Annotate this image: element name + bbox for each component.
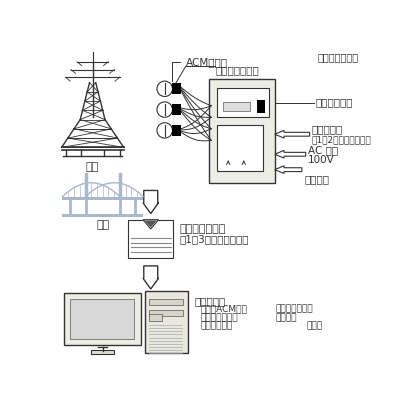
Text: （1～2ヶ月毎に交換）: （1～2ヶ月毎に交換） xyxy=(312,135,372,144)
Text: 太陽電池: 太陽電池 xyxy=(304,174,329,184)
Circle shape xyxy=(157,123,172,138)
Text: 温・湿度センサ: 温・湿度センサ xyxy=(215,65,259,75)
FancyBboxPatch shape xyxy=(66,370,139,373)
Polygon shape xyxy=(143,220,158,229)
Polygon shape xyxy=(275,130,310,138)
FancyBboxPatch shape xyxy=(149,310,182,316)
FancyBboxPatch shape xyxy=(217,125,263,171)
FancyBboxPatch shape xyxy=(223,102,250,111)
Text: バッテリー: バッテリー xyxy=(312,125,343,135)
Polygon shape xyxy=(275,150,306,158)
Text: 鉄塔: 鉄塔 xyxy=(86,162,99,172)
FancyBboxPatch shape xyxy=(70,299,134,339)
FancyBboxPatch shape xyxy=(62,197,143,200)
FancyBboxPatch shape xyxy=(62,214,143,217)
Text: その他: その他 xyxy=(306,321,323,330)
Text: 100V: 100V xyxy=(308,155,335,165)
FancyBboxPatch shape xyxy=(149,299,182,305)
FancyBboxPatch shape xyxy=(145,291,188,353)
Text: AC 電源: AC 電源 xyxy=(308,146,338,156)
Text: 〈使用電源例〉: 〈使用電源例〉 xyxy=(317,52,358,62)
Text: 濡れ時間: 濡れ時間 xyxy=(276,313,297,322)
FancyBboxPatch shape xyxy=(217,88,269,117)
Circle shape xyxy=(157,81,172,96)
Circle shape xyxy=(157,102,172,117)
Text: ACMセンサ: ACMセンサ xyxy=(172,57,228,82)
FancyBboxPatch shape xyxy=(68,362,138,368)
FancyBboxPatch shape xyxy=(172,104,181,115)
Polygon shape xyxy=(144,220,157,228)
FancyBboxPatch shape xyxy=(172,84,181,94)
Polygon shape xyxy=(143,266,158,289)
FancyBboxPatch shape xyxy=(172,125,181,136)
FancyBboxPatch shape xyxy=(149,314,162,320)
Text: 時間－温度出力: 時間－温度出力 xyxy=(276,304,313,314)
FancyBboxPatch shape xyxy=(128,220,173,258)
Text: 日平均電気量: 日平均電気量 xyxy=(200,321,233,330)
Polygon shape xyxy=(143,190,158,214)
Text: データロガー: データロガー xyxy=(315,98,352,108)
Text: 時間－湿度出力: 時間－湿度出力 xyxy=(200,313,238,322)
FancyBboxPatch shape xyxy=(64,293,142,345)
Text: 解析データ: 解析データ xyxy=(194,296,226,306)
FancyBboxPatch shape xyxy=(91,350,114,354)
FancyBboxPatch shape xyxy=(209,79,275,183)
Text: 橋梁: 橋梁 xyxy=(96,220,109,230)
Polygon shape xyxy=(275,166,302,174)
Text: メモリーカード: メモリーカード xyxy=(180,224,226,234)
Text: （1～3ヶ月毎に回収）: （1～3ヶ月毎に回収） xyxy=(180,234,249,244)
FancyBboxPatch shape xyxy=(257,100,265,114)
Text: 時間－ACM出力: 時間－ACM出力 xyxy=(200,304,247,314)
